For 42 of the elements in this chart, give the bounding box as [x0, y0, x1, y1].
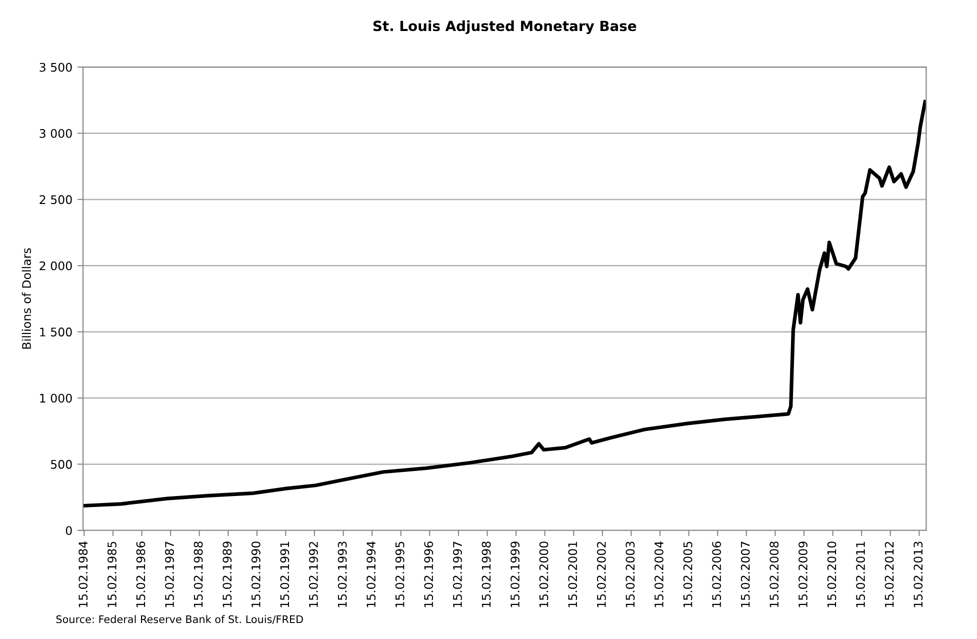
x-tick-label: 15.02.2010 [827, 542, 836, 608]
x-tick-label: 15.02.2012 [884, 542, 894, 608]
x-tick-label: 15.02.1993 [338, 542, 347, 608]
x-tick-label: 15.02.1996 [424, 542, 434, 608]
x-tick-label: 15.02.1986 [136, 542, 146, 608]
y-tick-label: 2 500 [40, 195, 72, 204]
x-tick-label: 15.02.1999 [510, 542, 520, 608]
x-tick-label: 15.02.1995 [395, 542, 404, 608]
line-series [83, 100, 926, 508]
x-tick-label: 15.02.1991 [280, 542, 290, 608]
x-tick-label: 15.02.1989 [222, 542, 232, 608]
x-tick-label: 15.02.2007 [740, 542, 750, 608]
x-tick-label: 15.02.1985 [107, 542, 116, 608]
x-tick-label: 15.02.1994 [366, 541, 376, 608]
x-tick-label: 15.02.2004 [654, 541, 664, 608]
x-tick-label: 15.02.2002 [596, 542, 606, 608]
x-tick-label: 15.02.2003 [626, 542, 635, 608]
y-tick-label: 1 500 [40, 328, 72, 336]
y-tick-label: 3 000 [40, 129, 72, 138]
x-tick-label: 15.02.1992 [308, 542, 318, 608]
x-tick-label: 15.02.1990 [251, 542, 260, 608]
y-axis-title: Billions of Dollars [22, 248, 31, 349]
y-tick-label: 1 000 [40, 394, 72, 403]
x-tick-label: 15.02.2000 [539, 542, 548, 608]
x-tick-label: 15.02.2008 [770, 542, 779, 608]
x-tick-label: 15.02.1987 [165, 542, 174, 608]
y-tick-label: 3 500 [40, 62, 72, 72]
x-tick-label: 15.02.2009 [798, 542, 808, 608]
x-tick-label: 15.02.1998 [482, 542, 491, 608]
y-tick-label: 500 [51, 460, 72, 469]
x-tick-label: 15.02.2001 [568, 542, 578, 608]
x-tick-label: 15.02.1988 [194, 542, 203, 608]
y-tick-label: 2 000 [40, 261, 72, 270]
y-tick-label: 0 [66, 526, 72, 536]
x-tick-label: 15.02.2006 [712, 542, 722, 608]
x-tick-label: 15.02.2011 [856, 542, 865, 608]
x-tick-label: 15.02.1984 [78, 541, 88, 608]
x-tick-label: 15.02.2013 [914, 542, 923, 608]
x-tick-label: 15.02.2005 [683, 542, 692, 608]
x-tick-label: 15.02.1997 [453, 542, 462, 608]
chart-title: St. Louis Adjusted Monetary Base [373, 20, 636, 34]
source-note: Source: Federal Reserve Bank of St. Louis/FRED [56, 615, 303, 624]
